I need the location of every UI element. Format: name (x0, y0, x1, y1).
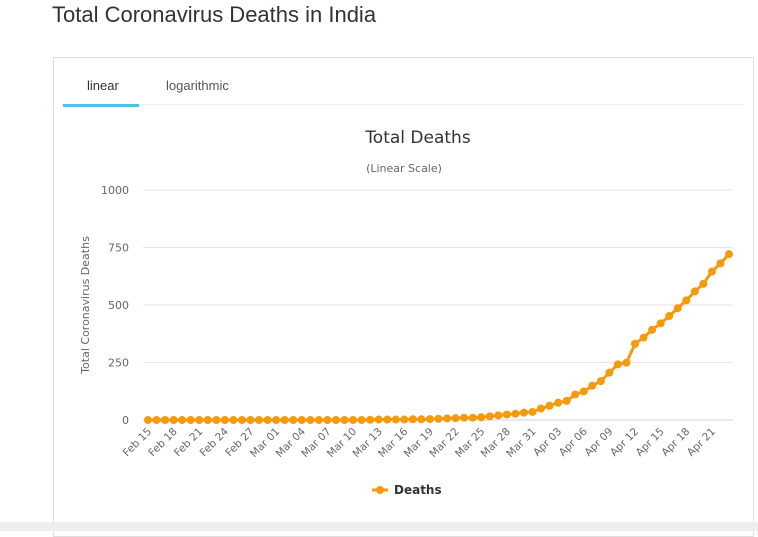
data-point (588, 381, 597, 390)
y-tick-label: 0 (122, 414, 129, 427)
data-point (280, 416, 289, 424)
data-point (391, 415, 400, 424)
data-point (554, 398, 563, 407)
data-point (203, 416, 212, 424)
data-point (331, 416, 340, 424)
data-point (263, 416, 272, 424)
chart-subtitle: (Linear Scale) (366, 162, 442, 175)
x-tick-label: Apr 21 (685, 426, 718, 459)
data-point (596, 377, 605, 386)
data-point (579, 387, 588, 396)
data-point (639, 333, 648, 342)
data-point (314, 416, 323, 424)
data-point (306, 416, 315, 424)
data-point (485, 412, 494, 421)
data-point (237, 416, 246, 424)
legend-label: Deaths (394, 483, 442, 497)
data-point (417, 415, 426, 424)
data-point (502, 410, 511, 419)
data-point (673, 304, 682, 313)
data-point (460, 413, 469, 422)
data-point (195, 416, 204, 424)
data-point (246, 416, 255, 424)
data-point (545, 401, 554, 410)
data-point (357, 416, 366, 424)
data-point (340, 416, 349, 424)
data-point (707, 267, 716, 276)
data-point (289, 416, 298, 424)
data-point (519, 408, 528, 417)
data-point (622, 358, 631, 367)
y-tick-label: 1000 (101, 184, 129, 197)
data-point (477, 413, 486, 422)
data-point (272, 416, 281, 424)
data-point (631, 339, 640, 348)
data-point (716, 259, 725, 268)
data-point (443, 414, 452, 423)
data-point (212, 416, 221, 424)
data-point (725, 250, 733, 259)
data-point (656, 319, 665, 328)
data-point (613, 360, 622, 369)
tab[interactable]: logarithmic (166, 78, 229, 93)
data-point (571, 390, 580, 399)
data-point (169, 416, 178, 424)
y-axis-label: Total Coronavirus Deaths (79, 236, 92, 375)
data-point (186, 416, 195, 424)
data-point (152, 416, 161, 424)
tab-separator (63, 104, 743, 105)
data-point (229, 416, 238, 424)
active-tab-indicator (63, 104, 139, 107)
data-point (665, 312, 674, 321)
data-point (690, 287, 699, 296)
data-point (383, 415, 392, 424)
tab[interactable]: linear (87, 78, 119, 93)
chart-title: Total Deaths (364, 128, 471, 148)
y-tick-label: 250 (108, 357, 129, 370)
data-point (408, 415, 417, 424)
data-point (451, 414, 460, 423)
data-point (220, 416, 229, 424)
data-point (511, 409, 520, 418)
data-point (468, 413, 477, 422)
y-tick-label: 750 (108, 242, 129, 255)
data-point (323, 416, 332, 424)
data-point (682, 296, 691, 305)
data-point (349, 416, 358, 424)
data-point (494, 411, 503, 420)
data-point (528, 407, 537, 416)
page-title: Total Coronavirus Deaths in India (52, 2, 377, 27)
data-point (537, 404, 546, 413)
data-point (562, 396, 571, 405)
data-point (425, 415, 434, 424)
data-point (161, 416, 170, 424)
data-point (374, 415, 383, 424)
data-point (434, 414, 443, 423)
data-point (605, 368, 614, 377)
data-point (178, 416, 187, 424)
data-point (297, 416, 306, 424)
data-point (699, 279, 708, 288)
data-point (144, 416, 152, 424)
footer-strip (0, 522, 758, 531)
legend-marker (376, 486, 384, 494)
data-point (366, 415, 375, 424)
data-point (400, 415, 409, 424)
y-tick-label: 500 (108, 299, 129, 312)
data-point (255, 416, 264, 424)
data-point (648, 325, 657, 334)
